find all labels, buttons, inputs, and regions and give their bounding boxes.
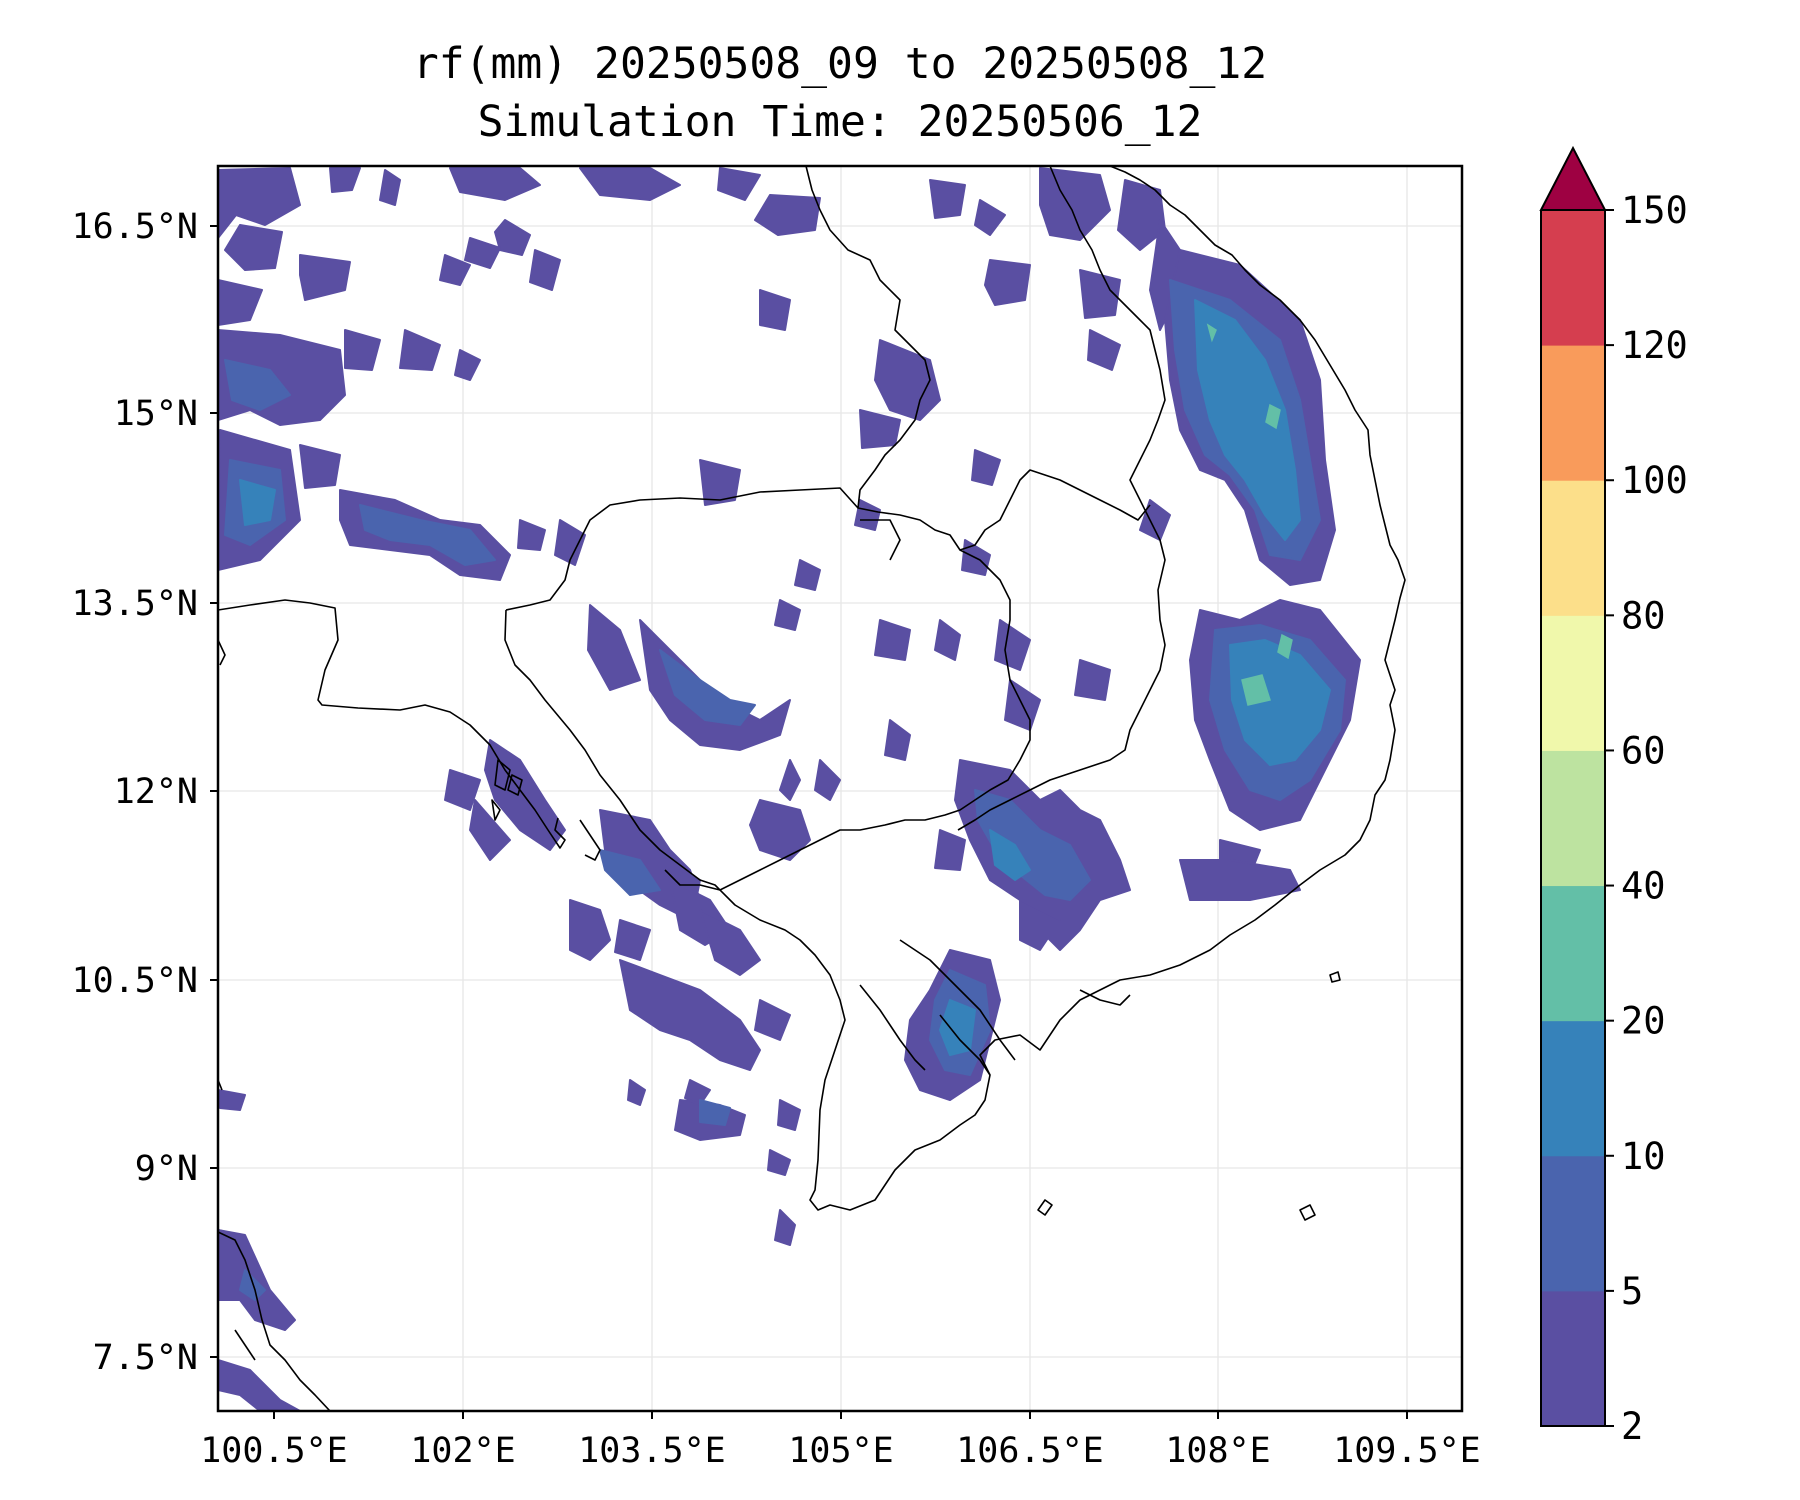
map-title-line2: Simulation Time: 20250506_12 (478, 97, 1203, 147)
colorbar-tick-label: 120 (1621, 324, 1688, 367)
colorbar-segment (1541, 750, 1605, 887)
colorbar-segment (1541, 1020, 1605, 1157)
colorbar-frame (1540, 210, 1606, 1427)
y-tick-label: 15°N (114, 394, 198, 434)
x-tick-label: 108°E (1165, 1431, 1270, 1471)
colorbar-tick-label: 5 (1621, 1270, 1643, 1313)
colorbar-segment (1541, 1155, 1605, 1292)
colorbar-segment (1541, 1290, 1605, 1427)
x-tick-label: 102°E (410, 1431, 515, 1471)
colorbar-tick-label: 60 (1621, 729, 1666, 772)
colorbar-tick-label: 100 (1621, 459, 1688, 502)
x-tick-label: 109.5°E (1333, 1431, 1481, 1471)
y-axis: 16.5°N 15°N 13.5°N 12°N 10.5°N 9°N 7.5°N (72, 207, 218, 1378)
colorbar-segment (1541, 480, 1605, 616)
x-axis: 100.5°E 102°E 103.5°E 105°E 106.5°E 108°… (200, 1411, 1481, 1471)
colorbar-tick-label: 20 (1621, 1000, 1666, 1043)
colorbar-tick-label: 10 (1621, 1135, 1666, 1178)
y-tick-label: 10.5°N (72, 961, 198, 1001)
map-title-line1: rf(mm) 20250508_09 to 20250508_12 (413, 39, 1267, 89)
colorbar-segment (1541, 885, 1605, 1022)
x-tick-label: 103.5°E (578, 1431, 726, 1471)
y-tick-label: 16.5°N (72, 207, 198, 247)
y-tick-label: 13.5°N (72, 584, 198, 624)
x-tick-label: 100.5°E (200, 1431, 348, 1471)
colorbar-tick-label: 40 (1621, 865, 1666, 908)
colorbar-extend-arrow (1539, 145, 1607, 211)
y-tick-label: 7.5°N (93, 1338, 198, 1378)
map-panel (216, 164, 1464, 1413)
colorbar-tick-label: 2 (1621, 1405, 1643, 1448)
colorbar-segment (1541, 210, 1605, 346)
colorbar-segment (1541, 615, 1605, 751)
colorbar-segment (1541, 345, 1605, 481)
colorbar-tick-label: 80 (1621, 594, 1666, 637)
colorbar-tick-label: 150 (1621, 189, 1688, 232)
colorbar: 2 5 10 20 40 60 80 100 120 150 (1539, 145, 1688, 1448)
rainfall-band-20-40 (1206, 323, 1293, 706)
x-tick-label: 105°E (788, 1431, 893, 1471)
x-tick-label: 106.5°E (956, 1431, 1104, 1471)
y-tick-label: 9°N (135, 1149, 198, 1189)
y-tick-label: 12°N (114, 772, 198, 812)
coastlines-and-borders (218, 166, 1406, 1411)
